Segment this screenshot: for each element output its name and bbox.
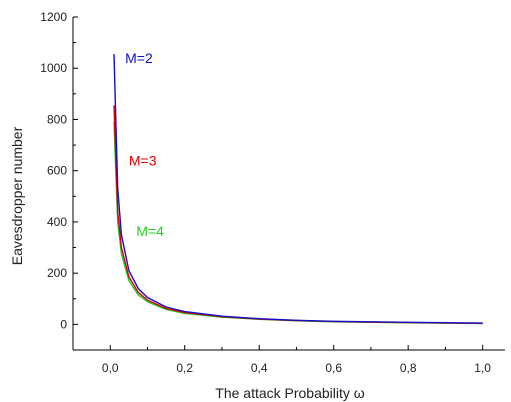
x-tick-label: 0,6	[325, 361, 342, 375]
series-line-m-2	[113, 54, 483, 324]
x-tick-label: 0,4	[251, 361, 268, 375]
y-tick-label: 600	[47, 164, 67, 178]
y-tick-label: 200	[47, 266, 67, 280]
y-axis-ticks: 0 200 400 600 800 1000 1200	[40, 10, 78, 351]
x-tick-label: 0,8	[400, 361, 417, 375]
x-tick-label: 0,0	[102, 361, 119, 375]
y-tick-label: 1000	[40, 61, 67, 75]
x-axis-ticks: 0,0 0,2 0,4 0,6 0,8 1,0	[72, 345, 491, 375]
x-tick-label: 0,2	[176, 361, 193, 375]
x-axis-title: The attack Probability ω	[215, 385, 365, 401]
series-lines	[113, 54, 483, 325]
axes	[72, 17, 505, 351]
y-tick-label: 0	[60, 317, 67, 331]
series-line-m-3	[113, 105, 483, 325]
series-label-m-4: M=4	[136, 223, 164, 239]
series-line-m-4	[113, 121, 483, 325]
series-labels: M=2 M=3 M=4	[125, 50, 164, 239]
y-tick-label: 800	[47, 112, 67, 126]
x-tick-label: 1,0	[474, 361, 491, 375]
y-axis-title: Eavesdropper number	[9, 126, 25, 265]
series-label-m-2: M=2	[125, 50, 153, 66]
series-label-m-3: M=3	[129, 153, 157, 169]
y-tick-label: 400	[47, 215, 67, 229]
y-tick-label: 1200	[40, 10, 67, 24]
